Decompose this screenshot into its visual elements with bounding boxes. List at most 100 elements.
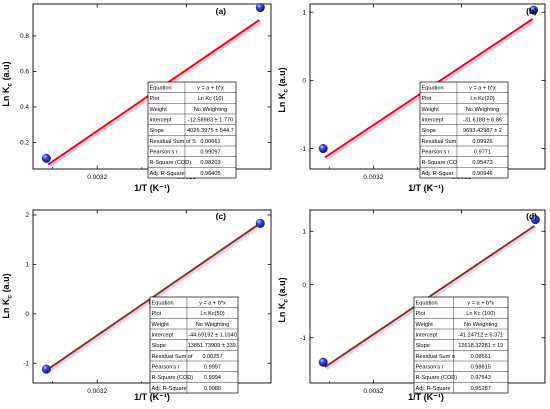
stats-table-key: Adj. R-Square — [416, 386, 451, 392]
stats-table-value: 0.00257 — [202, 354, 222, 360]
y-tick-label: -1 — [300, 146, 306, 153]
y-tick-label: -1 — [300, 335, 306, 342]
x-axis-label: 1/T (K⁻¹) — [134, 183, 170, 193]
stats-table-value: 0.90946 — [472, 171, 492, 177]
stats-table-value: -31.6188 ± 6.86 — [463, 117, 502, 123]
y-tick-label: 1 — [302, 229, 306, 236]
stats-table-value: 0.97643 — [471, 375, 491, 381]
x-axis-label: 1/T (K⁻¹) — [408, 392, 444, 402]
stats-table-value: Ln Kc (100) — [466, 311, 495, 317]
stats-table-key: Plot — [150, 96, 160, 102]
y-axis-label-main: Ln K — [277, 92, 287, 112]
data-point — [255, 218, 265, 228]
stats-table-frame — [147, 81, 237, 179]
y-axis-label-unit: (a.u) — [1, 61, 11, 83]
stats-table-value: 0.99097 — [200, 149, 220, 155]
stats-table-key: Intercept — [152, 332, 174, 338]
stats-table-value: 9693.42987 ± 2 — [463, 128, 502, 134]
stats-table-value: y = a + b*x — [197, 85, 224, 91]
stats-table-key: Equation — [150, 85, 172, 91]
stats-table-key: Plot — [422, 96, 432, 102]
stats-table-value: Ln Kc(20) — [470, 96, 494, 102]
y-axis-label-sub: c — [283, 89, 290, 93]
x-axis-label: 1/T (K⁻¹) — [134, 392, 170, 402]
y-axis-label-sub: c — [7, 83, 14, 87]
y-axis-label-sub: c — [283, 299, 290, 303]
stats-table-value: Ln Kc(50) — [200, 311, 224, 317]
stats-table-value: No Weighting — [194, 107, 227, 113]
stats-table-key: Pearson's r — [150, 149, 178, 155]
y-axis-label-unit: (a.u) — [277, 67, 287, 89]
stats-table: Equation y = a + b*x Plot Ln Kc(20) Weight No… — [419, 81, 509, 179]
y-axis-label-main: Ln K — [277, 302, 287, 322]
panel-tag: (c) — [216, 211, 227, 221]
x-axis-label: 1/T (K⁻¹) — [408, 183, 444, 193]
stats-table-value: y = a + b*x — [469, 85, 496, 91]
y-tick-label: 0.8 — [20, 33, 29, 40]
stats-table-key: Slope — [422, 128, 436, 134]
stats-table-key: Weight — [152, 322, 170, 328]
stats-table-key: Slope — [150, 128, 164, 134]
y-tick-label: 0 — [25, 311, 29, 318]
stats-table-key: Adj. R-Square — [150, 171, 185, 177]
stats-table-value: -41.24712 ± 6.371 — [458, 332, 503, 338]
stats-table-value: y = a + b*x — [467, 300, 494, 306]
stats-table-value: 0.96405 — [200, 171, 220, 177]
stats-table-value: y = a + b*x — [199, 300, 226, 306]
y-axis-label: Ln Kc (a.u) — [1, 273, 14, 318]
y-axis-label-sub: c — [7, 295, 14, 299]
stats-table-key: Pearson's r — [152, 364, 180, 370]
stats-table-key: Adj. R-Squar — [422, 171, 454, 177]
y-tick-label: -1 — [23, 361, 29, 368]
y-axis-label: Ln Kc (a.u) — [277, 67, 290, 112]
stats-table-key: Residual Sum — [422, 139, 457, 145]
stats-table-key: Pearson's r — [422, 149, 450, 155]
stats-table-key: Plot — [416, 311, 426, 317]
panel-tag: (d) — [526, 211, 537, 221]
stats-table-value: 0.98815 — [471, 364, 491, 370]
stats-table-value: 12618.32281 ± 19 — [458, 343, 503, 349]
stats-table: Equation y = a + b*x Plot Ln Kc(50) Weight No… — [149, 296, 239, 394]
stats-table-key: R-Square (COD) — [150, 160, 192, 166]
stats-table-key: Residual Sum of S — [150, 139, 197, 145]
y-axis-label-unit: (a.u) — [1, 273, 11, 295]
y-tick-label: 2 — [25, 212, 29, 219]
stats-table-value: 0.98203 — [200, 160, 220, 166]
stats-table-key: Weight — [422, 107, 440, 113]
stats-table-frame — [413, 296, 509, 394]
stats-table-key: Intercept — [416, 332, 438, 338]
stats-table-key: Slope — [152, 343, 166, 349]
stats-table-key: Equation — [422, 85, 444, 91]
y-axis-label-unit: (a.u) — [277, 277, 287, 299]
stats-table-value: 0.9997 — [204, 364, 221, 370]
stats-table-value: 0.09926 — [472, 139, 492, 145]
fit-line — [47, 223, 260, 370]
stats-table-key: Equation — [416, 300, 438, 306]
stats-table-value: -44.69192 ± 1.1040 — [188, 332, 236, 338]
stats-table-value: No Weighting — [466, 107, 499, 113]
data-point — [41, 364, 51, 374]
stats-table-key: Equation — [152, 300, 174, 306]
panel-tag: (a) — [216, 6, 227, 16]
stats-table: Equation y = a + b*x Plot Ln Kc (10) Weight N… — [147, 81, 237, 179]
stats-table-key: Intercept — [150, 117, 172, 123]
stats-table-frame — [419, 81, 509, 179]
stats-table-frame — [149, 296, 239, 394]
stats-table-key: Residual Sum of — [152, 354, 193, 360]
stats-table-key: Slope — [416, 343, 430, 349]
data-point — [255, 3, 265, 13]
y-axis-label-main: Ln K — [1, 86, 11, 106]
stats-table: Equation y = a + b*x Plot Ln Kc (100) Weight… — [413, 296, 509, 394]
data-point — [530, 215, 540, 225]
y-tick-label: 0 — [302, 282, 306, 289]
data-point — [529, 5, 539, 15]
stats-table-value: 0.00661 — [200, 139, 220, 145]
y-axis-label: Ln Kc (a.u) — [1, 61, 14, 106]
stats-table-value: No Weighting — [196, 322, 229, 328]
panel-tag: (b) — [526, 6, 537, 16]
stats-table-key: R-Square (COD) — [152, 375, 194, 381]
